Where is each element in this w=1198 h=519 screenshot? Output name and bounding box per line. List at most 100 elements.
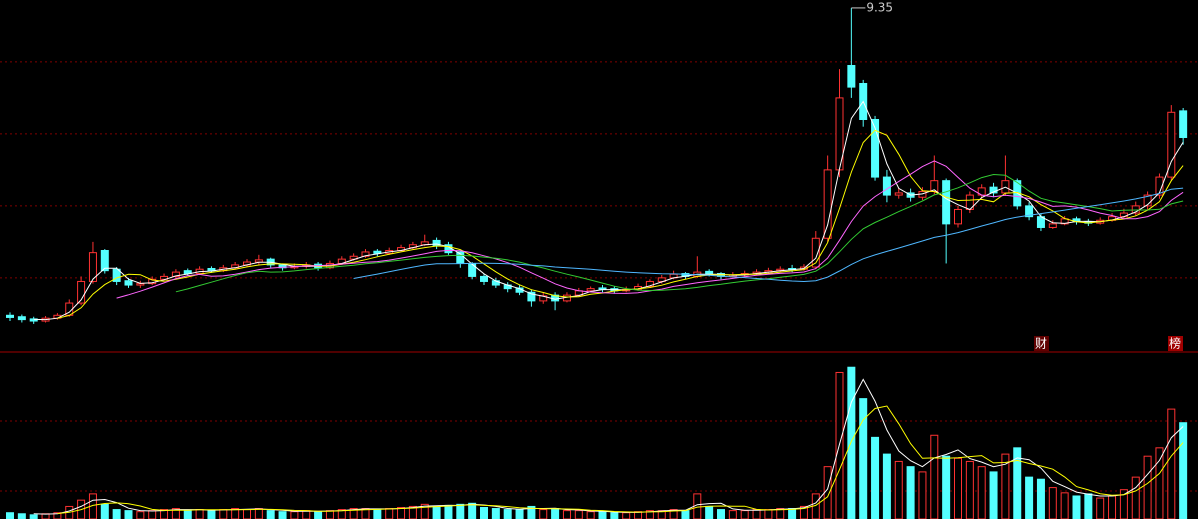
candle-body <box>17 316 26 321</box>
marker-box <box>1034 336 1049 351</box>
volume-bar <box>480 506 488 519</box>
candle-body <box>112 268 121 282</box>
volume-bar <box>965 460 974 519</box>
candle-body <box>586 288 595 292</box>
volume-bar <box>112 509 121 519</box>
candle-body <box>373 250 382 254</box>
volume-bar <box>728 510 737 519</box>
volume-bar <box>705 505 714 519</box>
volume-bar <box>551 508 560 519</box>
candle-body <box>29 318 38 322</box>
volume-bar <box>882 453 891 519</box>
volume-bar <box>432 505 441 519</box>
volume-bar <box>989 471 998 519</box>
candle-body <box>942 180 951 225</box>
candle-body <box>527 291 536 302</box>
volume-bar <box>456 503 465 519</box>
volume-bar <box>408 505 417 519</box>
marker-label: 榜 <box>1169 336 1181 351</box>
volume-bar <box>1084 493 1093 519</box>
candle-body <box>468 262 477 277</box>
volume-bar <box>266 510 275 519</box>
volume-bar <box>586 511 595 519</box>
volume-bar <box>799 505 808 519</box>
volume-bar <box>574 510 583 519</box>
volume-bar <box>219 509 228 519</box>
volume-bar <box>977 466 986 519</box>
volume-bar <box>527 505 536 519</box>
candle-body <box>823 169 832 239</box>
candle-body <box>847 65 856 88</box>
candle-body <box>1025 205 1034 218</box>
volume-bar <box>847 366 856 519</box>
candle-body <box>645 280 654 287</box>
volume-bar <box>254 508 263 519</box>
volume-bar <box>717 509 725 519</box>
volume-bar <box>954 457 962 519</box>
moving-average <box>175 173 1184 293</box>
volume-bar <box>1167 408 1176 519</box>
volume-bar <box>1060 492 1069 519</box>
marker-box <box>1168 336 1183 351</box>
volume-bar <box>136 511 145 519</box>
volume-bar <box>562 510 571 519</box>
volume-bar <box>468 502 477 519</box>
max-price-label: 9.35 <box>866 0 893 14</box>
volume-bar <box>278 511 287 519</box>
candle-body <box>1179 110 1188 138</box>
candle-body <box>432 239 441 246</box>
marker-label: 财 <box>1035 337 1047 351</box>
candle-body <box>124 280 133 286</box>
candle-body <box>1167 111 1176 178</box>
volume-bar <box>1179 422 1188 519</box>
volume-bar <box>290 511 299 519</box>
volume-bar <box>764 509 773 519</box>
candle-body <box>88 252 97 282</box>
volume-bar <box>325 510 334 519</box>
volume-bar <box>645 510 654 519</box>
volume-bar <box>515 509 524 519</box>
volume-bar <box>740 510 749 519</box>
volume-bar <box>1143 455 1152 519</box>
volume-bar <box>622 512 631 519</box>
volume-bar <box>420 503 429 519</box>
volume-bar <box>539 509 548 519</box>
volume-bar <box>859 398 868 519</box>
volume-bar <box>503 509 512 519</box>
candle-body <box>811 237 820 268</box>
candle-body <box>480 275 488 282</box>
volume-bar <box>6 512 14 519</box>
moving-average <box>57 405 1184 515</box>
volume-bar <box>1036 478 1045 519</box>
volume-bar <box>894 460 903 519</box>
candle-body <box>894 192 903 196</box>
volume-bar <box>444 504 453 519</box>
candle-body <box>100 250 109 272</box>
volume-bar <box>1048 487 1057 519</box>
volume-bar <box>491 508 500 519</box>
volume-bar <box>788 508 797 519</box>
volume-bar <box>598 511 607 519</box>
volume-bar <box>1096 497 1105 519</box>
volume-bar <box>1072 495 1081 519</box>
candle-body <box>882 176 891 196</box>
candle-body <box>254 259 263 263</box>
candle-body <box>77 280 86 304</box>
volume-bar <box>1131 476 1140 519</box>
volume-bar <box>148 510 157 519</box>
moving-average <box>33 378 1184 515</box>
volume-bar <box>918 471 927 519</box>
volume-bar <box>29 514 38 519</box>
volume-bar <box>1025 476 1034 519</box>
moving-average <box>33 100 1184 321</box>
volume-bar <box>871 436 880 519</box>
volume-bar <box>610 512 619 519</box>
volume-bar <box>397 506 406 519</box>
volume-bar <box>373 509 382 519</box>
volume-bar <box>1155 447 1164 519</box>
moving-average <box>353 187 1184 283</box>
volume-bar <box>385 508 394 519</box>
volume-bar <box>195 509 204 519</box>
candle-body <box>954 208 962 225</box>
